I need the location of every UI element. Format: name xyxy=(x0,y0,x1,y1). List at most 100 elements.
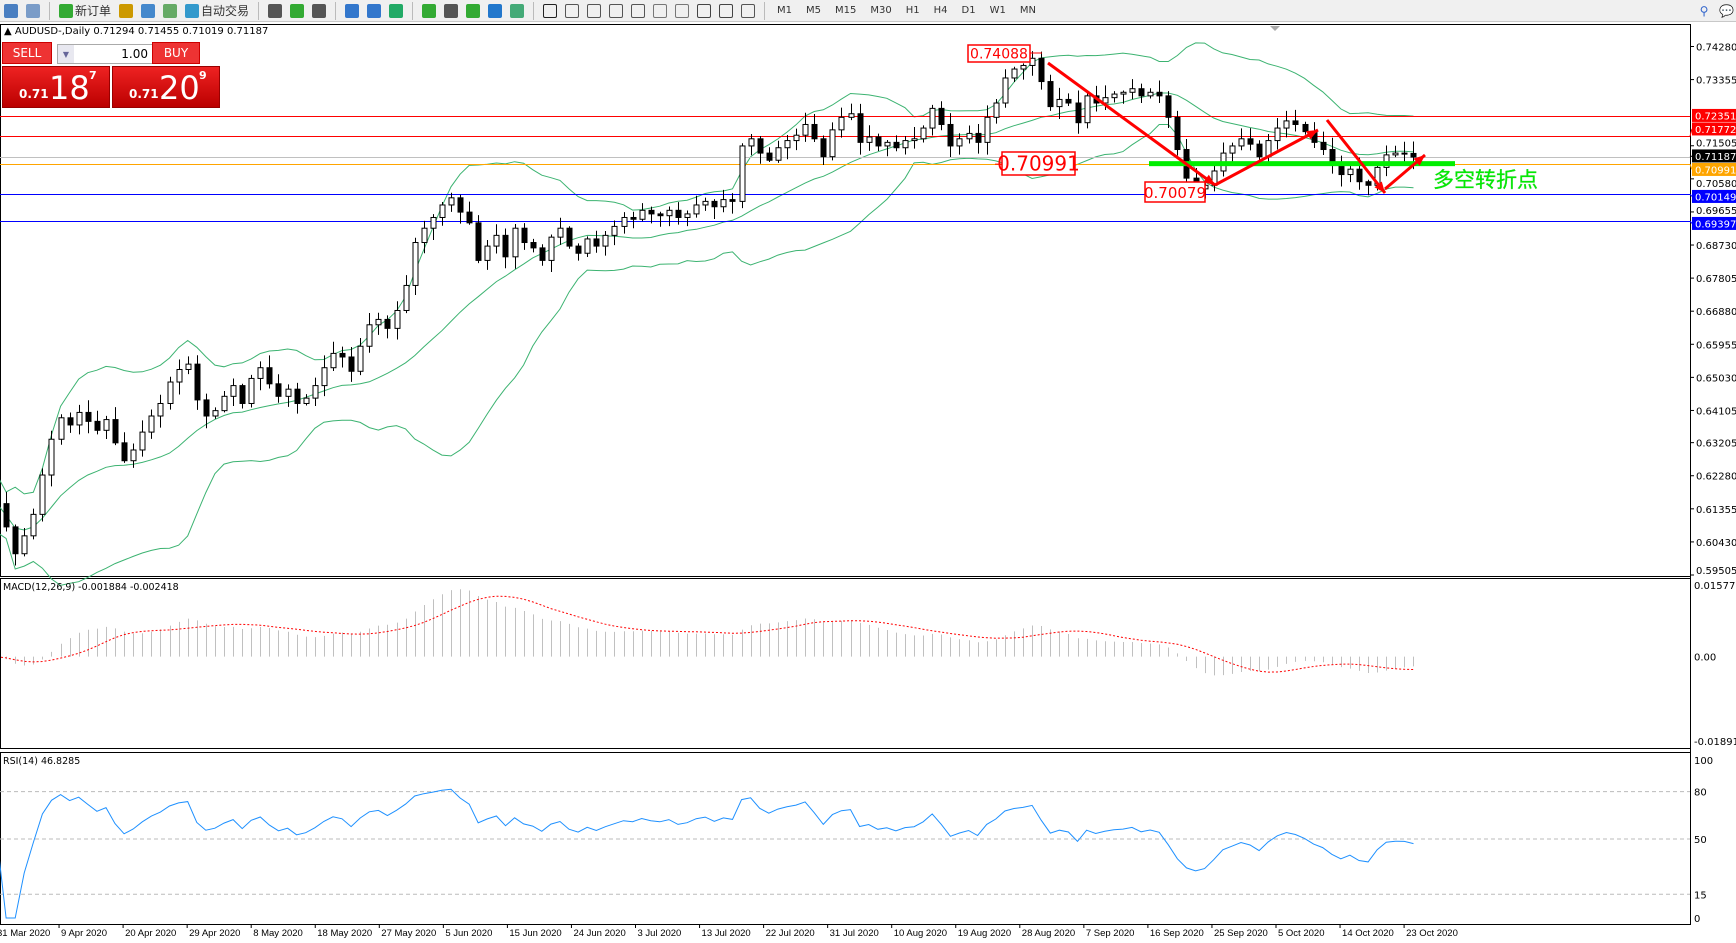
autoscroll-button[interactable] xyxy=(442,2,460,20)
candle xyxy=(94,410,101,435)
signal-button[interactable] xyxy=(161,2,179,20)
candle xyxy=(85,400,92,434)
candle-body xyxy=(1365,181,1372,186)
chart-window[interactable]: 0.74088 0.70991 0.70079 多空转折点 0.74280 0.73355… xyxy=(0,24,1736,943)
zoom-out-button[interactable] xyxy=(365,2,383,20)
candle xyxy=(848,103,855,121)
sell-button[interactable]: SELL xyxy=(2,42,52,64)
low-price-label[interactable]: 0.70079 xyxy=(1144,184,1206,202)
candle xyxy=(303,394,310,406)
candle xyxy=(1229,142,1236,162)
candle-body xyxy=(1347,168,1354,176)
timeframe-m1[interactable]: M1 xyxy=(777,5,793,16)
date-tick-label: 5 Oct 2020 xyxy=(1278,928,1324,939)
timeframe-mn[interactable]: MN xyxy=(1019,5,1036,16)
line-chart-icon xyxy=(312,3,327,18)
buy-button[interactable]: BUY xyxy=(152,42,200,64)
channel-button[interactable] xyxy=(673,2,691,20)
lot-size-input[interactable]: ▼ 1.00 ▲ xyxy=(57,44,169,64)
candle xyxy=(875,133,882,152)
templates-button[interactable] xyxy=(508,2,526,20)
candle-body xyxy=(339,352,346,358)
candle-body xyxy=(48,438,55,476)
candle xyxy=(711,199,718,219)
pivot-text-label[interactable]: 多空转折点 xyxy=(1433,168,1538,192)
tile-windows-button[interactable] xyxy=(387,2,405,20)
market-watch-button[interactable] xyxy=(117,2,135,20)
candle xyxy=(1002,69,1009,108)
candle-body xyxy=(966,132,973,140)
horizontal-line-button[interactable] xyxy=(607,2,625,20)
timeframe-m30[interactable]: M30 xyxy=(870,5,892,16)
candle-body xyxy=(593,238,600,247)
candlestick-button[interactable] xyxy=(288,2,306,20)
macd-tick-label: 0.015776 xyxy=(1694,581,1736,592)
auto-trading-button[interactable]: 自动交易 xyxy=(183,2,251,20)
sell-price[interactable]: 0.71 18 7 xyxy=(2,66,110,108)
indicators-button[interactable] xyxy=(464,2,482,20)
autoscroll-icon xyxy=(444,3,459,18)
candle-body xyxy=(357,345,364,372)
candle-body xyxy=(675,209,682,218)
navigator-button[interactable] xyxy=(139,2,157,20)
new-chart-button[interactable] xyxy=(2,2,20,20)
lot-value[interactable]: 1.00 xyxy=(121,47,148,61)
trend-arrow[interactable] xyxy=(1047,61,1216,187)
candle xyxy=(530,238,537,253)
text-label-button[interactable] xyxy=(717,2,735,20)
crosshair-button[interactable] xyxy=(563,2,581,20)
buy-price[interactable]: 0.71 20 9 xyxy=(112,66,220,108)
pivot-zone-line[interactable] xyxy=(1149,161,1455,167)
pivot-price-label[interactable]: 0.70991 xyxy=(997,151,1080,175)
bar-chart-button[interactable] xyxy=(266,2,284,20)
symbol-info: AUDUSD-,Daily 0.71294 0.71455 0.71019 0.… xyxy=(14,26,269,37)
fibonacci-button[interactable] xyxy=(651,2,669,20)
price-tag-connector xyxy=(1689,220,1693,224)
text-button[interactable] xyxy=(695,2,713,20)
timeframe-w1[interactable]: W1 xyxy=(989,5,1006,16)
new-order-button[interactable]: 新订单 xyxy=(57,2,113,20)
candle xyxy=(648,206,655,224)
channel-icon xyxy=(675,3,690,18)
candle xyxy=(657,211,664,227)
date-tick-label: 5 Jun 2020 xyxy=(445,928,492,939)
arrow-button[interactable] xyxy=(739,2,757,20)
zoom-window-button[interactable] xyxy=(24,2,42,20)
trend-arrow[interactable] xyxy=(1325,119,1387,194)
chat-icon[interactable]: 💬 xyxy=(1719,3,1734,18)
timeframe-d1[interactable]: D1 xyxy=(961,5,976,16)
candle-body xyxy=(94,420,101,431)
zoom-in-button[interactable] xyxy=(343,2,361,20)
one-click-trading-panel: SELL ▼ 1.00 ▲ BUY 0.71 18 7 0.71 20 9 xyxy=(2,42,222,108)
trendline-button[interactable] xyxy=(629,2,647,20)
search-icon[interactable]: ⚲ xyxy=(1699,3,1709,18)
candle xyxy=(21,528,28,557)
date-tick-label: 22 Jul 2020 xyxy=(766,928,815,939)
candle xyxy=(1065,93,1072,107)
candle-body xyxy=(875,136,882,147)
timeframe-h4[interactable]: H4 xyxy=(933,5,948,16)
chart-shift-button[interactable] xyxy=(420,2,438,20)
periods-button[interactable] xyxy=(486,2,504,20)
date-tick-label: 23 Oct 2020 xyxy=(1406,928,1458,939)
line-chart-button[interactable] xyxy=(310,2,328,20)
timeframe-m15[interactable]: M15 xyxy=(835,5,857,16)
arrow-head-icon xyxy=(1374,181,1385,193)
bar-chart-icon xyxy=(268,3,283,18)
timeframe-m5[interactable]: M5 xyxy=(806,5,822,16)
vertical-line-button[interactable] xyxy=(585,2,603,20)
candle-body xyxy=(1002,77,1009,104)
lot-decrease-icon[interactable]: ▼ xyxy=(58,45,74,63)
cursor-button[interactable] xyxy=(541,2,559,20)
candle-body xyxy=(902,140,909,149)
candle-body xyxy=(194,363,201,401)
peak-price-label[interactable]: 0.74088 xyxy=(970,47,1028,63)
trend-arrow[interactable] xyxy=(1214,128,1319,187)
candle-body xyxy=(1165,95,1172,118)
price-tick-label: 0.68730 xyxy=(1696,241,1736,252)
chart-shift-marker-icon[interactable] xyxy=(1270,26,1280,31)
candle-body xyxy=(1102,97,1109,104)
new-chart-icon xyxy=(4,3,18,18)
signal-icon xyxy=(163,3,178,18)
timeframe-h1[interactable]: H1 xyxy=(905,5,920,16)
